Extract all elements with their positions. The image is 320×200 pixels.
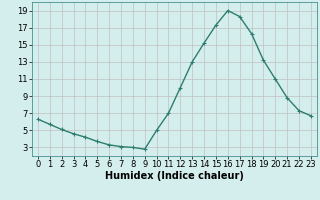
X-axis label: Humidex (Indice chaleur): Humidex (Indice chaleur) <box>105 171 244 181</box>
